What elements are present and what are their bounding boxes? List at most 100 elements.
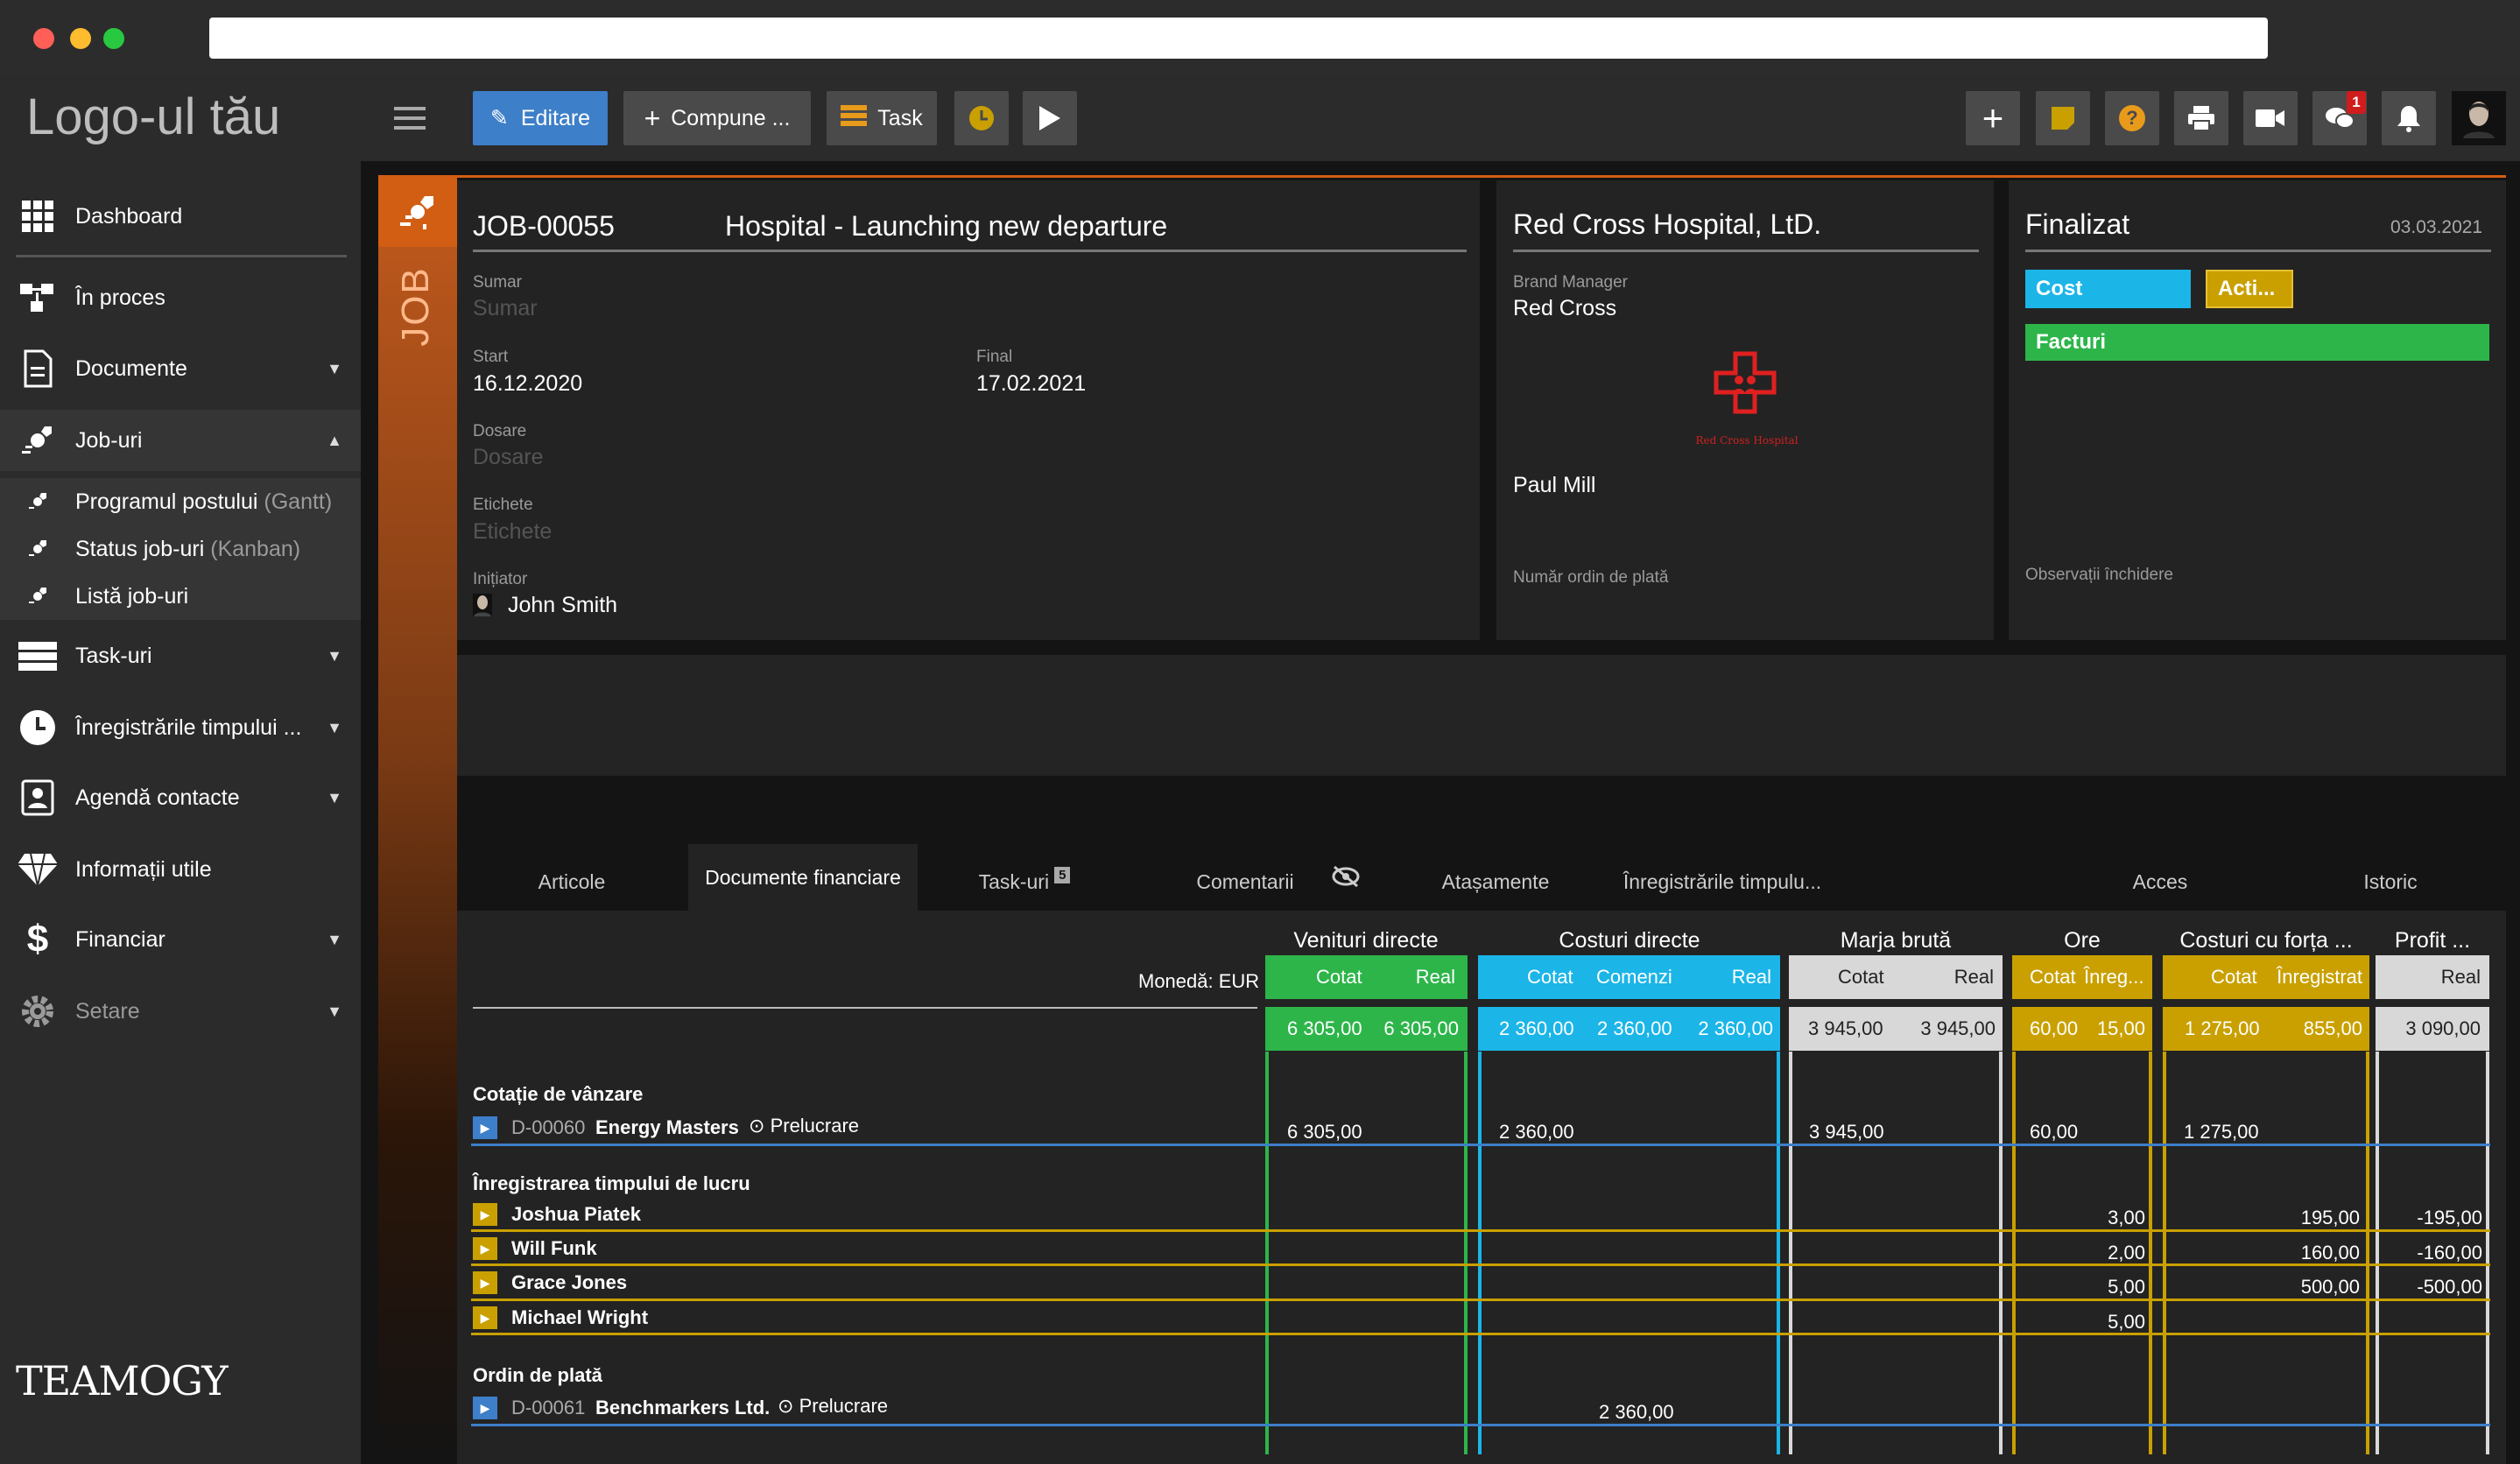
tab-access[interactable]: Acces bbox=[2132, 869, 2188, 893]
timer-button[interactable] bbox=[954, 91, 1009, 145]
person-name[interactable]: Grace Jones bbox=[511, 1271, 628, 1293]
tab-comments[interactable]: Comentarii bbox=[1196, 869, 1294, 893]
notifications-button[interactable] bbox=[2382, 91, 2436, 145]
col-line bbox=[1265, 1052, 1269, 1454]
process-link[interactable]: ⊙ Prelucrare bbox=[778, 1395, 888, 1418]
sidebar-subitem-kanban[interactable]: Status job-uri (Kanban) bbox=[0, 525, 361, 573]
rocket-icon bbox=[0, 538, 75, 560]
document-code[interactable]: D-00060 bbox=[511, 1116, 586, 1138]
sidebar-item-tasks[interactable]: Task-uri ▼ bbox=[0, 625, 361, 686]
sidebar-item-contacts[interactable]: Agendă contacte ▼ bbox=[0, 767, 361, 828]
initiator-name[interactable]: John Smith bbox=[508, 593, 618, 617]
cell-value: 3,00 bbox=[2108, 1207, 2145, 1228]
plus-icon: + bbox=[1982, 97, 2004, 138]
start-date[interactable]: 16.12.2020 bbox=[473, 371, 583, 396]
tags-field[interactable]: Etichete bbox=[473, 519, 553, 544]
add-button[interactable]: + bbox=[1966, 91, 2020, 145]
sidebar-item-documents[interactable]: Documente ▼ bbox=[0, 338, 361, 399]
chat-icon bbox=[2326, 108, 2355, 129]
sidebar-item-in-progress[interactable]: În proces bbox=[0, 267, 361, 328]
expand-row-button[interactable]: ▶ bbox=[473, 1271, 497, 1294]
task-label: Task bbox=[877, 105, 923, 130]
client-name[interactable]: Red Cross Hospital, LtD. bbox=[1513, 208, 1822, 240]
sidebar-item-financial[interactable]: $ Financiar ▼ bbox=[0, 909, 361, 970]
expand-row-button[interactable]: ▶ bbox=[473, 1203, 497, 1226]
status-underline bbox=[2025, 250, 2491, 252]
sidebar-item-label: Setare bbox=[75, 998, 140, 1024]
totals-hours: 60,00 15,00 bbox=[2012, 1007, 2152, 1051]
invoices-status-tag[interactable]: Facturi bbox=[2025, 324, 2489, 361]
caret-down-icon[interactable]: ▼ bbox=[327, 646, 342, 665]
sidebar-subitem-job-list[interactable]: Listă job-uri bbox=[0, 573, 361, 620]
task-icon bbox=[0, 640, 75, 672]
sidebar-item-useful-info[interactable]: Informații utile bbox=[0, 839, 361, 900]
expand-row-button[interactable]: ▶ bbox=[473, 1306, 497, 1329]
tab-tasks[interactable]: Task-uri 5 bbox=[946, 854, 1103, 910]
status-title[interactable]: Finalizat bbox=[2025, 208, 2130, 240]
document-name[interactable]: Benchmarkers Ltd. bbox=[595, 1397, 771, 1418]
subheader-hours: Cotat Înreg... bbox=[2012, 955, 2152, 999]
user-avatar[interactable] bbox=[2452, 91, 2506, 145]
note-button[interactable] bbox=[2036, 91, 2090, 145]
rocket-icon bbox=[0, 491, 75, 512]
tab-history[interactable]: Istoric bbox=[2363, 869, 2418, 893]
tab-time-records[interactable]: Înregistrările timpulu... bbox=[1623, 869, 1822, 893]
caret-down-icon[interactable]: ▼ bbox=[327, 930, 342, 948]
document-name[interactable]: Energy Masters bbox=[595, 1116, 739, 1138]
caret-down-icon[interactable]: ▼ bbox=[327, 1002, 342, 1020]
expand-row-button[interactable]: ▶ bbox=[473, 1237, 497, 1260]
sidebar-item-dashboard[interactable]: Dashboard bbox=[0, 186, 361, 247]
process-link[interactable]: ⊙ Prelucrare bbox=[749, 1115, 859, 1137]
sidebar-subitem-gantt[interactable]: Programul postului (Gantt) bbox=[0, 478, 361, 525]
person-name[interactable]: Joshua Piatek bbox=[511, 1203, 641, 1225]
job-side-label: JOB bbox=[394, 266, 438, 347]
edit-button[interactable]: ✎ Editare bbox=[473, 91, 608, 145]
caret-down-icon[interactable]: ▼ bbox=[327, 359, 342, 377]
tab-articles[interactable]: Articole bbox=[538, 869, 606, 893]
close-window-button[interactable] bbox=[33, 28, 54, 49]
sidebar-item-settings[interactable]: Setare ▼ bbox=[0, 981, 361, 1042]
total-value: 1 275,00 bbox=[2185, 1017, 2260, 1039]
task-button[interactable]: Task bbox=[827, 91, 937, 145]
totals-profit: 3 090,00 bbox=[2376, 1007, 2489, 1051]
sidebar-item-jobs[interactable]: Job-uri ▲ bbox=[0, 410, 361, 471]
summary-field[interactable]: Sumar bbox=[473, 296, 538, 320]
sidebar-item-time-records[interactable]: Înregistrările timpului ... ▼ bbox=[0, 697, 361, 758]
caret-up-icon[interactable]: ▲ bbox=[327, 431, 342, 449]
tab-financial-documents[interactable]: Documente financiare bbox=[688, 844, 918, 911]
play-button[interactable] bbox=[1023, 91, 1077, 145]
row-divider bbox=[471, 1263, 2490, 1266]
tab-attachments[interactable]: Atașamente bbox=[1441, 869, 1550, 893]
person-name[interactable]: Michael Wright bbox=[511, 1306, 649, 1328]
brand-manager-value: Red Cross bbox=[1513, 296, 1617, 320]
caret-down-icon[interactable]: ▼ bbox=[327, 718, 342, 736]
eye-slash-icon[interactable] bbox=[1331, 865, 1361, 892]
activity-status-tag[interactable]: Acti... bbox=[2206, 270, 2293, 308]
end-date[interactable]: 17.02.2021 bbox=[976, 371, 1087, 396]
cost-status-tag[interactable]: Cost bbox=[2025, 270, 2191, 308]
hamburger-menu-icon[interactable] bbox=[394, 105, 426, 131]
subitem-extra: (Gantt) bbox=[264, 489, 333, 514]
person-name[interactable]: Will Funk bbox=[511, 1237, 597, 1259]
avatar-icon bbox=[2463, 102, 2495, 138]
client-contact[interactable]: Paul Mill bbox=[1513, 473, 1596, 497]
caret-down-icon[interactable]: ▼ bbox=[327, 788, 342, 806]
files-field[interactable]: Dosare bbox=[473, 445, 544, 469]
help-button[interactable]: ? bbox=[2105, 91, 2159, 145]
maximize-window-button[interactable] bbox=[103, 28, 124, 49]
total-value: 2 360,00 bbox=[1698, 1017, 1773, 1039]
end-label: Final bbox=[976, 348, 1013, 366]
job-title[interactable]: Hospital - Launching new departure bbox=[725, 210, 1168, 242]
print-button[interactable] bbox=[2174, 91, 2228, 145]
address-bar[interactable] bbox=[209, 18, 2268, 59]
order-number-label: Număr ordin de plată bbox=[1513, 568, 1669, 587]
header-underline bbox=[473, 1007, 1257, 1009]
document-code[interactable]: D-00061 bbox=[511, 1397, 586, 1418]
expand-row-button[interactable]: ▶ bbox=[473, 1116, 497, 1139]
video-button[interactable] bbox=[2243, 91, 2298, 145]
edit-label: Editare bbox=[520, 105, 591, 130]
minimize-window-button[interactable] bbox=[70, 28, 91, 49]
expand-row-button[interactable]: ▶ bbox=[473, 1397, 497, 1419]
subitem-label: Listă job-uri bbox=[75, 583, 189, 609]
compose-button[interactable]: + Compune ... bbox=[623, 91, 811, 145]
